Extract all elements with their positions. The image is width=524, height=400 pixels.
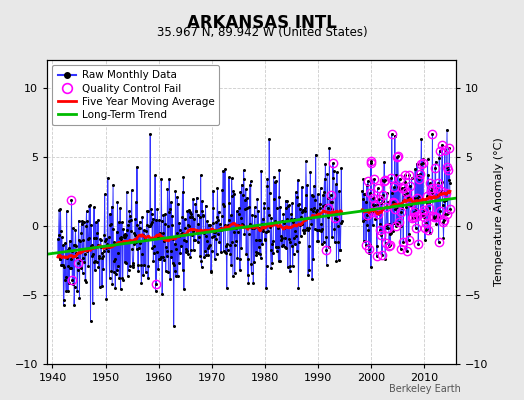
Text: Berkeley Earth: Berkeley Earth xyxy=(389,384,461,394)
Text: ARKANSAS INTL: ARKANSAS INTL xyxy=(187,14,337,32)
Legend: Raw Monthly Data, Quality Control Fail, Five Year Moving Average, Long-Term Tren: Raw Monthly Data, Quality Control Fail, … xyxy=(52,65,220,125)
Y-axis label: Temperature Anomaly (°C): Temperature Anomaly (°C) xyxy=(494,138,504,286)
Text: 35.967 N, 89.942 W (United States): 35.967 N, 89.942 W (United States) xyxy=(157,26,367,39)
